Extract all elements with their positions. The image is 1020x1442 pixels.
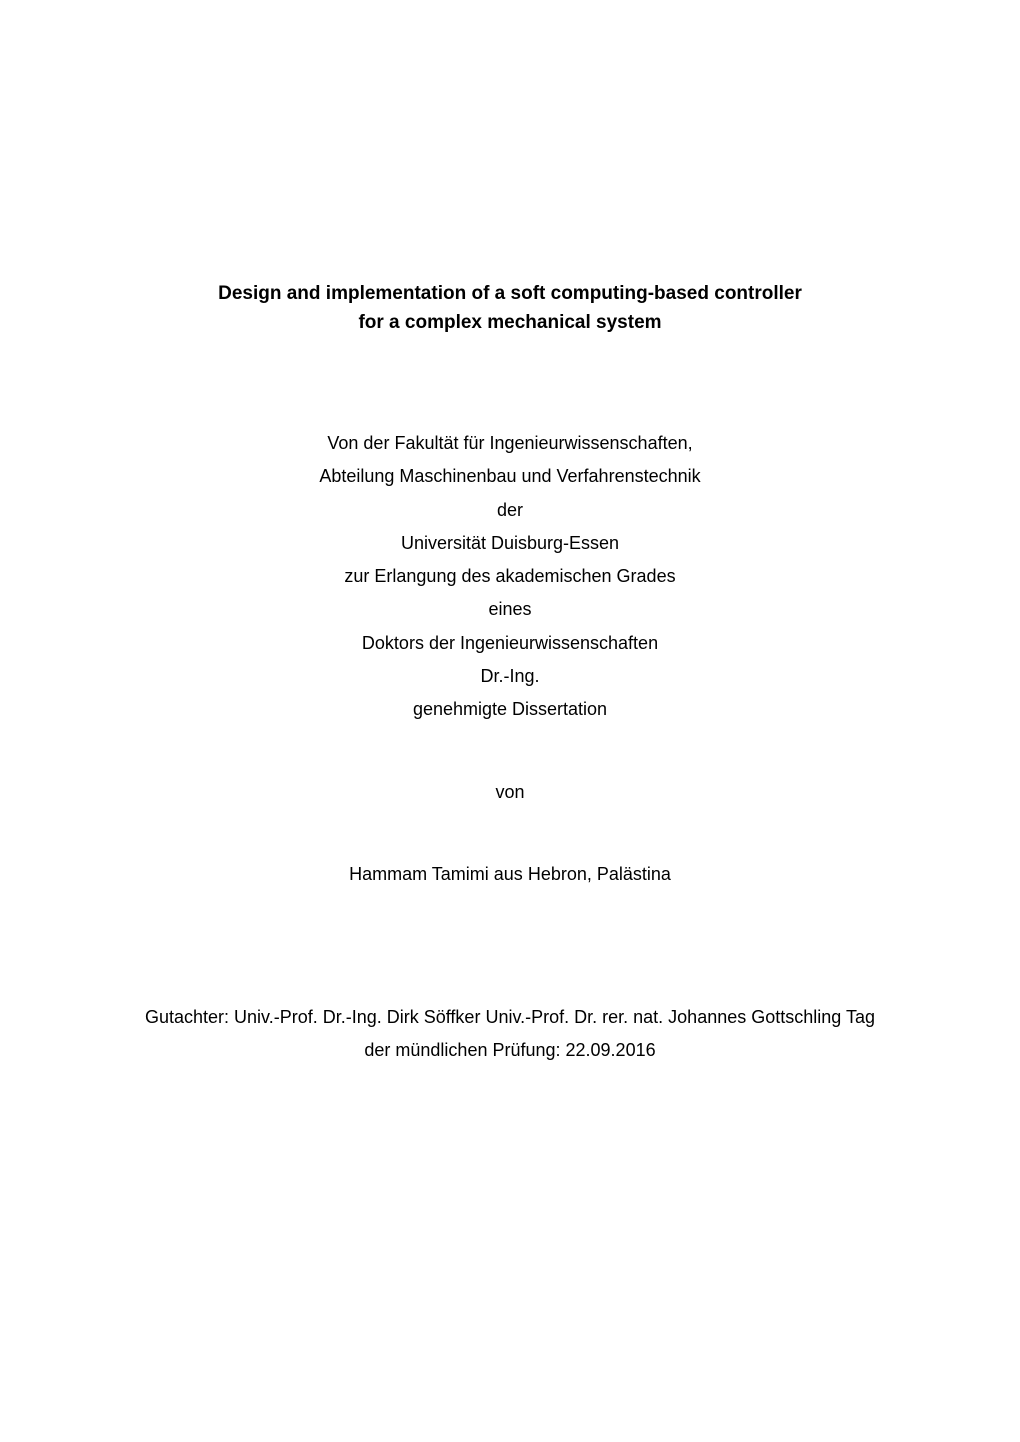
author-name: Hammam Tamimi <box>349 864 489 884</box>
dr-ing-line: Dr.-Ing. <box>140 660 880 693</box>
faculty-line: Von der Fakultät für Ingenieurwissenscha… <box>140 427 880 460</box>
doctor-line: Doktors der Ingenieurwissenschaften <box>140 627 880 660</box>
second-referee-line: Univ.-Prof. Dr. rer. nat. Johannes Gotts… <box>485 1007 841 1027</box>
der-line: der <box>140 494 880 527</box>
von-label: von <box>140 782 880 803</box>
dissertation-title: Design and implementation of a soft comp… <box>140 280 880 337</box>
author-place: Hebron, Palästina <box>528 864 671 884</box>
eines-line: eines <box>140 593 880 626</box>
university-line: Universität Duisburg-Essen <box>140 527 880 560</box>
title-page: Design and implementation of a soft comp… <box>0 0 1020 1442</box>
department-line: Abteilung Maschinenbau und Verfahrenstec… <box>140 460 880 493</box>
author-from-label: aus <box>494 864 523 884</box>
committee-block: Gutachter: Univ.-Prof. Dr.-Ing. Dirk Söf… <box>140 1001 880 1068</box>
approved-dissertation-line: genehmigte Dissertation <box>140 693 880 726</box>
faculty-degree-block: Von der Fakultät für Ingenieurwissenscha… <box>140 427 880 727</box>
referee-line: Gutachter: Univ.-Prof. Dr.-Ing. Dirk Söf… <box>145 1007 480 1027</box>
author-block: Hammam Tamimi aus Hebron, Palästina <box>140 858 880 891</box>
degree-purpose-line: zur Erlangung des akademischen Grades <box>140 560 880 593</box>
title-line-2: for a complex mechanical system <box>140 309 880 338</box>
title-line-1: Design and implementation of a soft comp… <box>140 280 880 309</box>
